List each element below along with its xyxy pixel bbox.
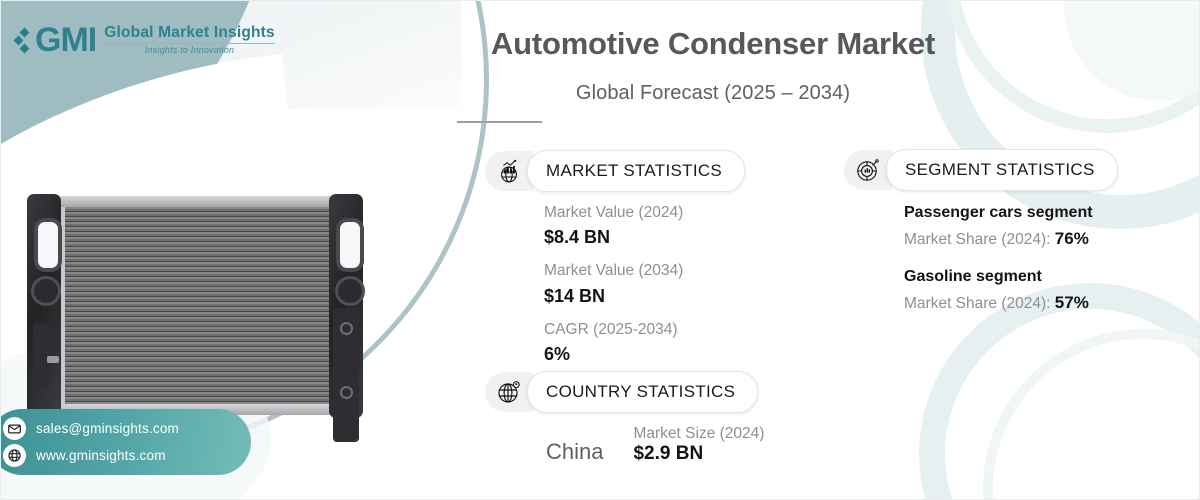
segment-1-metric: Market Share (2024): 76% [904,226,1093,252]
contact-website-row[interactable]: www.gminsights.com [3,444,251,467]
globe-pin-icon [485,372,533,412]
segment-statistics-values: Passenger cars segment Market Share (202… [904,201,1093,316]
product-image-condenser [27,194,369,442]
contact-website: www.gminsights.com [36,448,166,463]
segment-2-metric-label: Market Share (2024): [904,295,1051,313]
condenser-core [61,204,337,410]
contact-box: sales@gminsights.com www.gminsights.com [1,409,251,475]
country-market-size-value: $2.9 BN [633,443,704,464]
condenser-left-nozzle [31,276,61,306]
page-subtitle: Global Forecast (2025 – 2034) [575,81,851,104]
contact-email-row[interactable]: sales@gminsights.com [3,417,251,440]
page-title: Automotive Condenser Market [490,26,936,61]
condenser-left-bracket [33,324,51,386]
bottom-right-ring-thin [983,329,1199,499]
cagr-label: CAGR (2025-2034) [544,320,678,338]
segment-1-metric-label: Market Share (2024): [904,230,1051,248]
cagr-value: 6% [544,343,571,364]
condenser-screw-lower [340,386,353,399]
country-statistics-label: COUNTRY STATISTICS [527,371,759,413]
contact-email: sales@gminsights.com [36,421,180,436]
logo-company-name: Global Market Insights [104,23,275,41]
condenser-left-mount-hole [34,218,62,272]
market-value-2034-value: $14 BN [544,285,606,306]
market-statistics-pill[interactable]: MARKET STATISTICS [485,150,746,192]
globe-bar-chart-icon [485,151,533,191]
donut-chart-icon [844,150,892,190]
condenser-right-bracket-upper [333,308,359,378]
country-market-size-label: Market Size (2024) [633,425,765,442]
globe-icon [3,444,26,467]
logo-diamond-mark-icon [13,27,30,53]
market-value-2034-label: Market Value (2034) [544,262,684,280]
condenser-right-nozzle [335,276,365,306]
country-statistics-pill[interactable]: COUNTRY STATISTICS [485,371,759,413]
condenser-side-tab [47,356,59,363]
envelope-icon [3,417,26,440]
country-statistics-values: China Market Size (2024) $2.9 BN [546,425,764,465]
condenser-screw-upper [340,322,353,335]
condenser-top-rail [57,196,333,207]
headline-group: Automotive Condenser Market Global Forec… [457,26,1157,123]
logo-monogram: GMI [35,21,97,59]
gmi-logo[interactable]: GMI Global Market Insights Insights to I… [13,21,275,59]
market-value-2024-label: Market Value (2024) [544,204,684,221]
logo-tagline: Insights to Innovation [144,44,235,55]
condenser-right-mount-hole [336,218,364,272]
segment-2-metric: Market Share (2024): 57% [904,290,1093,316]
market-value-2024-value: $8.4 BN [544,227,611,248]
segment-1-name: Passenger cars segment [904,204,1093,221]
condenser-right-bracket-lower [333,372,359,442]
segment-statistics-label: SEGMENT STATISTICS [886,149,1118,191]
segment-statistics-pill[interactable]: SEGMENT STATISTICS [844,149,1118,191]
segment-1-metric-value: 76% [1054,228,1089,248]
segment-2-metric-value: 57% [1054,293,1089,313]
market-statistics-values: Market Value (2024) $8.4 BN Market Value… [544,201,683,367]
title-underline [457,120,542,123]
country-name: China [546,439,604,464]
logo-divider [104,42,275,44]
logo-wordmark: Global Market Insights Insights to Innov… [104,23,275,56]
segment-2-name: Gasoline segment [904,268,1042,286]
market-statistics-label: MARKET STATISTICS [527,150,746,192]
